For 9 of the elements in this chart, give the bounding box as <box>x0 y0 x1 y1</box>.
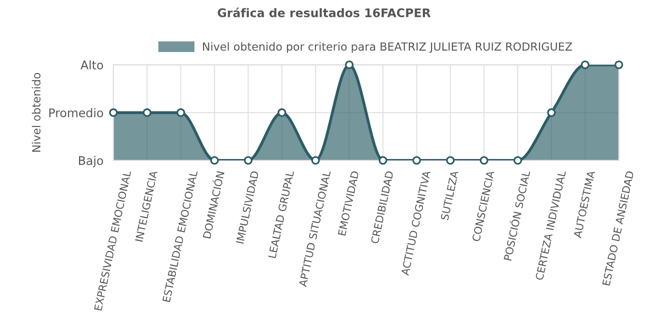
x-tick-label: ESTADO DE ANSIEDAD <box>602 170 634 286</box>
chart-title: Gráfica de resultados 16FACPER <box>218 8 431 18</box>
y-axis-title: Nivel obtenido <box>32 72 40 152</box>
category-label: Bajo <box>79 156 104 168</box>
category-label: Alto <box>80 60 104 70</box>
category-label: Promedio <box>49 108 104 118</box>
legend-label: Nivel obtenido por criterio para BEATRIZ JULIETA RUIZ RODRIGUEZ <box>203 42 572 53</box>
x-tick-label: LEALTAD GRUPAL <box>268 170 294 258</box>
x-tick-label: SUTILEZA <box>440 170 459 220</box>
